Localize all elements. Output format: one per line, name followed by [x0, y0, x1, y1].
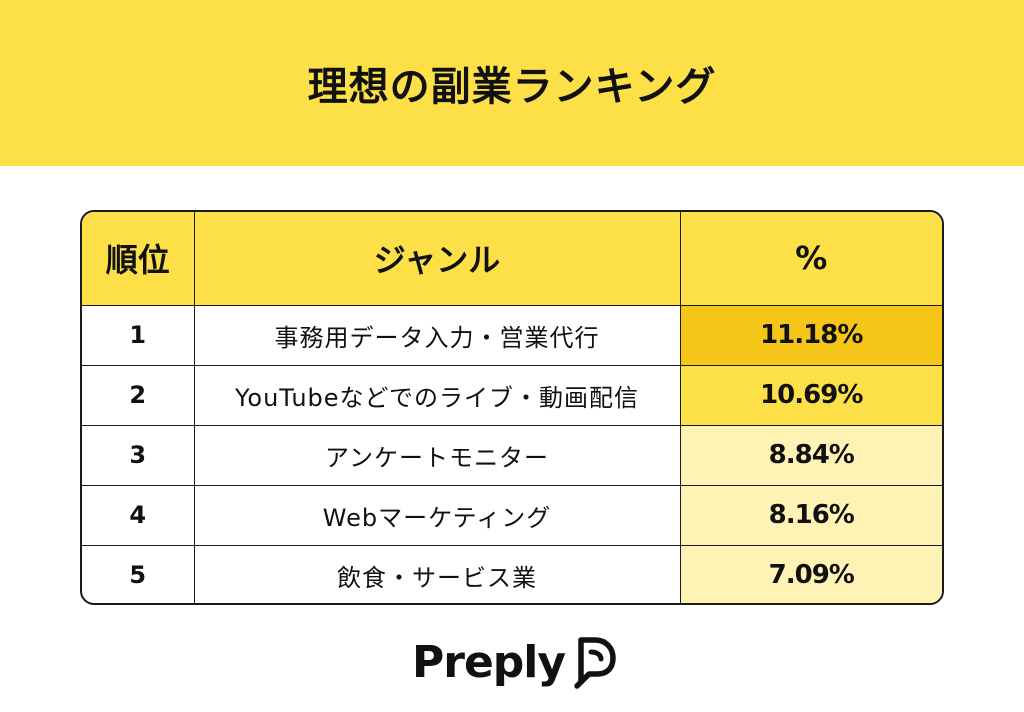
table-header-row: 順位 ジャンル %: [82, 212, 942, 306]
rank-cell: 2: [82, 364, 195, 426]
preply-logo-icon: [574, 637, 616, 689]
brand-name: Preply: [412, 636, 566, 688]
rank-cell: 3: [82, 424, 195, 486]
column-header-genre: ジャンル: [193, 212, 681, 306]
table-row: 4 Webマーケティング 8.16%: [82, 484, 942, 546]
header-banner: 理想の副業ランキング: [0, 0, 1024, 166]
percent-cell: 11.18%: [679, 304, 942, 366]
table-row: 1 事務用データ入力・営業代行 11.18%: [82, 304, 942, 366]
rank-cell: 4: [82, 484, 195, 546]
table-row: 3 アンケートモニター 8.84%: [82, 424, 942, 486]
percent-cell: 8.16%: [679, 484, 942, 546]
rank-cell: 5: [82, 544, 195, 603]
percent-cell: 10.69%: [679, 364, 942, 426]
column-header-percent: %: [679, 212, 942, 306]
genre-cell: アンケートモニター: [193, 424, 681, 486]
brand-logo: Preply: [412, 630, 617, 694]
genre-cell: 事務用データ入力・営業代行: [193, 304, 681, 366]
percent-cell: 8.84%: [679, 424, 942, 486]
page-title: 理想の副業ランキング: [307, 64, 717, 110]
genre-cell: 飲食・サービス業: [193, 544, 681, 603]
table-row: 5 飲食・サービス業 7.09%: [82, 544, 942, 603]
genre-cell: Webマーケティング: [193, 484, 681, 546]
genre-cell: YouTubeなどでのライブ・動画配信: [193, 364, 681, 426]
table-row: 2 YouTubeなどでのライブ・動画配信 10.69%: [82, 364, 942, 426]
rank-cell: 1: [82, 304, 195, 366]
column-header-rank: 順位: [82, 212, 195, 306]
ranking-table: 順位 ジャンル % 1 事務用データ入力・営業代行 11.18% 2 YouTu…: [80, 210, 944, 605]
percent-cell: 7.09%: [679, 544, 942, 603]
